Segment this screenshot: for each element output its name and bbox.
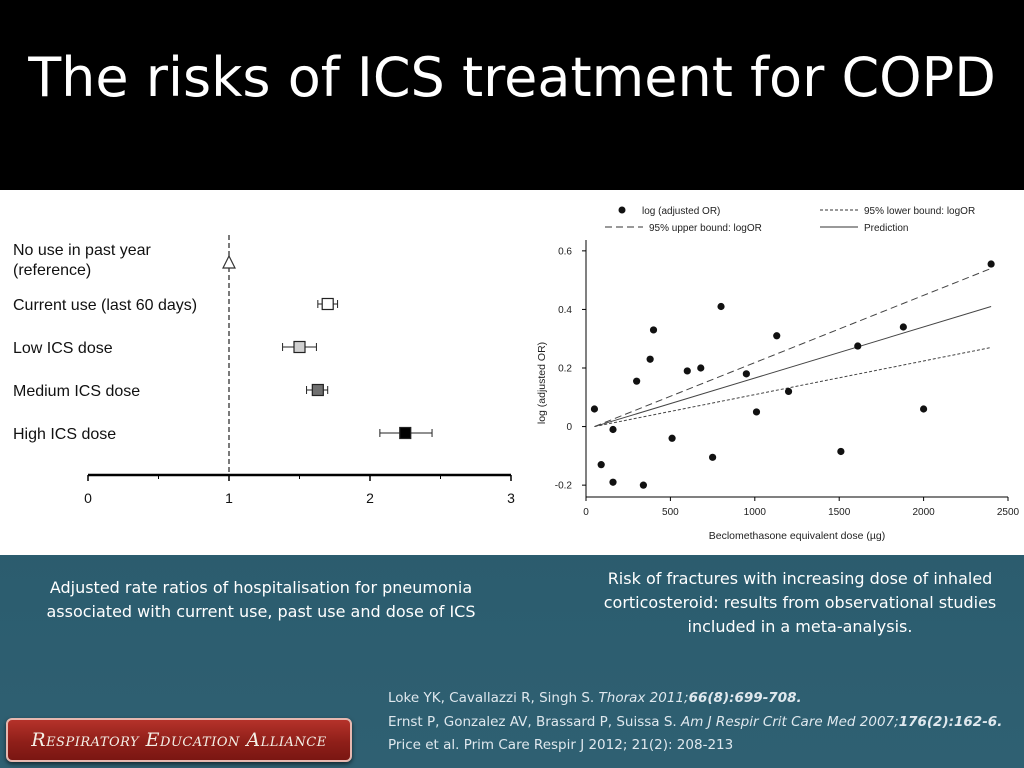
y-axis-label: log (adjusted OR) [536,342,548,424]
ref-volume: 176(2):162-6. [898,713,1003,730]
legend-label: 95% upper bound: logOR [649,223,762,234]
estimate-marker [399,426,412,440]
legend-label: log (adjusted OR) [642,206,720,217]
x-tick-label: 500 [662,507,679,518]
data-point [987,260,995,268]
data-point [742,370,750,378]
category-label: Low ICS dose [13,340,113,357]
data-point [854,342,862,350]
figure-panel: No use in past year (reference) Current us… [0,190,1024,555]
x-tick-label: 1 [225,490,233,506]
data-point [709,453,717,461]
data-point [784,387,793,396]
legend-label: Prediction [864,223,908,234]
x-tick-label: 2 [366,490,374,506]
x-tick-label: 0 [84,490,92,506]
category-label: Current use (last 60 days) [13,297,197,314]
reference-line: Price et al. Prim Care Respir J 2012; 21… [388,734,1018,758]
category-label-line: No use in past year [13,242,152,259]
x-tick-label: 0 [583,507,589,518]
data-point [920,405,928,413]
lower-bound-line [594,347,992,428]
category-label-line: Current use (last 60 days) [13,297,197,314]
data-point [597,461,605,469]
ref-volume: 66(8):699-708. [688,690,802,706]
y-tick-label: 0 [566,422,572,433]
ref-journal: Thorax 2011; [598,690,689,706]
right-caption: Risk of fractures with increasing dose o… [603,569,997,636]
data-point [646,355,654,363]
data-point [668,434,676,442]
x-axis-label: Beclomethasone equivalent dose (µg) [709,530,886,542]
slide-title: The risks of ICS treatment for COPD [28,46,996,109]
estimate-marker [222,254,236,269]
estimate-marker [293,340,306,354]
data-point [899,323,907,331]
y-tick-label: 0.2 [558,364,572,375]
organization-logo: Respiratory Education Alliance [6,718,352,762]
y-tick-label: 0.4 [558,305,572,316]
fracture-scatter-plot: log (adjusted OR) 95% lower bound: logOR 9… [536,206,1020,542]
x-tick-label: 1000 [744,507,767,518]
data-point [837,447,845,456]
legend-label: 95% lower bound: logOR [864,206,975,217]
reference-line: Ernst P, Gonzalez AV, Brassard P, Suissa… [388,711,1018,735]
category-label-line: Low ICS dose [13,340,113,357]
category-label: High ICS dose [13,426,116,443]
ref-authors: Price et al. Prim Care Respir J 2012; 21… [388,737,734,753]
prediction-line [594,306,992,428]
x-tick-label: 2500 [997,507,1020,518]
x-tick-label: 1500 [828,507,851,518]
forest-plot: No use in past year (reference) Current us… [13,235,515,506]
data-point [609,425,617,434]
ref-journal: Am J Respir Crit Care Med 2007; [680,713,899,730]
data-point [717,302,725,311]
left-caption: Adjusted rate ratios of hospitalisation … [46,578,476,621]
category-label-line: Medium ICS dose [13,383,140,400]
category-label: No use in past year (reference) [13,242,152,279]
x-tick-label: 2000 [912,507,935,518]
x-tick-label: 3 [507,490,515,506]
title-bar: The risks of ICS treatment for COPD [0,0,1024,190]
estimate-marker [321,297,334,311]
ref-authors: Ernst P, Gonzalez AV, Brassard P, Suissa… [388,713,681,730]
category-label: Medium ICS dose [13,383,140,400]
data-point [649,326,658,334]
data-point [773,332,781,340]
references: Loke YK, Cavallazzi R, Singh S. Thorax 2… [388,687,1018,758]
logo-text: Respiratory Education Alliance [31,729,327,751]
category-label-line: (reference) [13,262,91,279]
data-point [752,408,761,416]
category-label-line: High ICS dose [13,426,116,443]
data-point [590,405,599,413]
upper-bound-line [594,267,992,428]
y-tick-label: 0.6 [558,246,572,257]
ref-authors: Loke YK, Cavallazzi R, Singh S. [388,690,599,706]
estimate-marker [311,383,324,397]
data-point [633,377,641,385]
y-tick-label: -0.2 [555,481,573,492]
data-point [683,367,691,375]
data-point [697,364,705,372]
reference-line: Loke YK, Cavallazzi R, Singh S. Thorax 2… [388,687,1018,711]
data-point [639,481,647,489]
legend-swatch [618,206,626,214]
data-point [609,478,617,486]
